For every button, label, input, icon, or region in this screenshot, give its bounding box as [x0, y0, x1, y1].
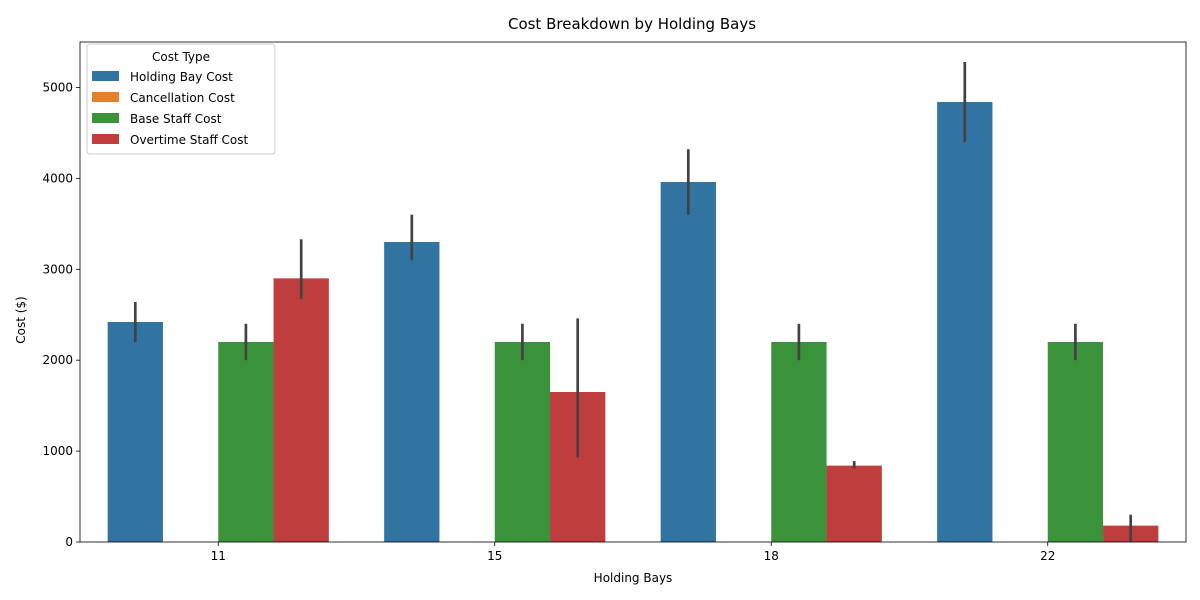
bar	[937, 102, 993, 542]
bars-layer	[107, 102, 1159, 542]
y-tick-label: 2000	[42, 353, 73, 367]
x-tick-label: 22	[1040, 549, 1055, 563]
bar	[771, 342, 827, 542]
legend-label: Overtime Staff Cost	[130, 133, 249, 147]
legend-label: Base Staff Cost	[130, 112, 222, 126]
chart-title: Cost Breakdown by Holding Bays	[508, 15, 756, 33]
bar	[660, 182, 716, 542]
y-tick-label: 3000	[42, 262, 73, 276]
y-axis-label: Cost ($)	[14, 296, 28, 344]
y-tick-label: 4000	[42, 171, 73, 185]
x-axis-label: Holding Bays	[594, 571, 673, 585]
legend-swatch	[92, 134, 119, 144]
legend-swatch	[92, 92, 119, 102]
bar	[1047, 342, 1104, 542]
legend-title: Cost Type	[152, 50, 210, 64]
plot-frame	[79, 41, 1187, 543]
bar	[494, 342, 551, 542]
bar	[107, 322, 163, 542]
legend: Cost Type Holding Bay Cost Cancellation Co…	[86, 43, 276, 155]
x-tick-label: 11	[211, 549, 226, 563]
legend-label: Holding Bay Cost	[130, 70, 233, 84]
y-tick-label: 0	[65, 535, 73, 549]
x-tick-label: 15	[487, 549, 502, 563]
error-bars-layer	[133, 62, 1133, 542]
legend-swatch	[92, 113, 119, 123]
bar	[384, 242, 440, 542]
bar	[273, 278, 329, 542]
axes-layer: 0 1000 2000 3000 4000 5000 11 15 18 22	[42, 41, 1187, 563]
bar	[826, 465, 882, 542]
legend-box	[86, 43, 276, 155]
y-tick-label: 5000	[42, 80, 73, 94]
bar	[218, 342, 274, 542]
x-tick-label: 18	[764, 549, 779, 563]
legend-label: Cancellation Cost	[130, 91, 235, 105]
y-tick-label: 1000	[42, 444, 73, 458]
legend-swatch	[92, 71, 119, 81]
